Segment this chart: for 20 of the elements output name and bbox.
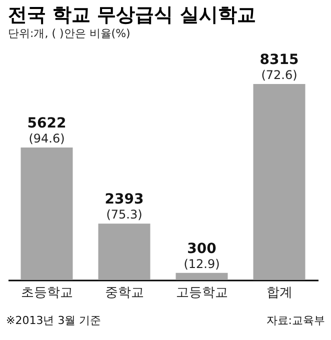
chart-subtitle: 단위:개, ( )안은 비율(%) (8, 27, 130, 40)
annotation: (94.6) (28, 131, 65, 146)
annotation: (72.6) (261, 68, 298, 82)
x-tick-label: 고등학교 (176, 286, 228, 300)
chart-title: 전국 학교 무상급식 실시학교 (8, 4, 256, 26)
x-tick-label: 중학교 (104, 286, 144, 300)
x-tick-label: 초등학교 (20, 286, 73, 300)
annotation: (12.9) (184, 256, 220, 271)
data-label: 8315 (260, 52, 299, 68)
bar (98, 224, 150, 280)
text: ※2013년 3월 기준 (6, 313, 102, 328)
x-tick-label: 합계 (266, 286, 292, 300)
bar (176, 272, 228, 280)
data-label: 2393 (104, 192, 144, 208)
text: 자료:교육부 (266, 313, 325, 328)
data-label: 300 (187, 240, 217, 257)
data-label: 5622 (27, 115, 66, 132)
bar (253, 84, 306, 280)
bar (20, 147, 73, 280)
annotation: (75.3) (106, 208, 142, 222)
